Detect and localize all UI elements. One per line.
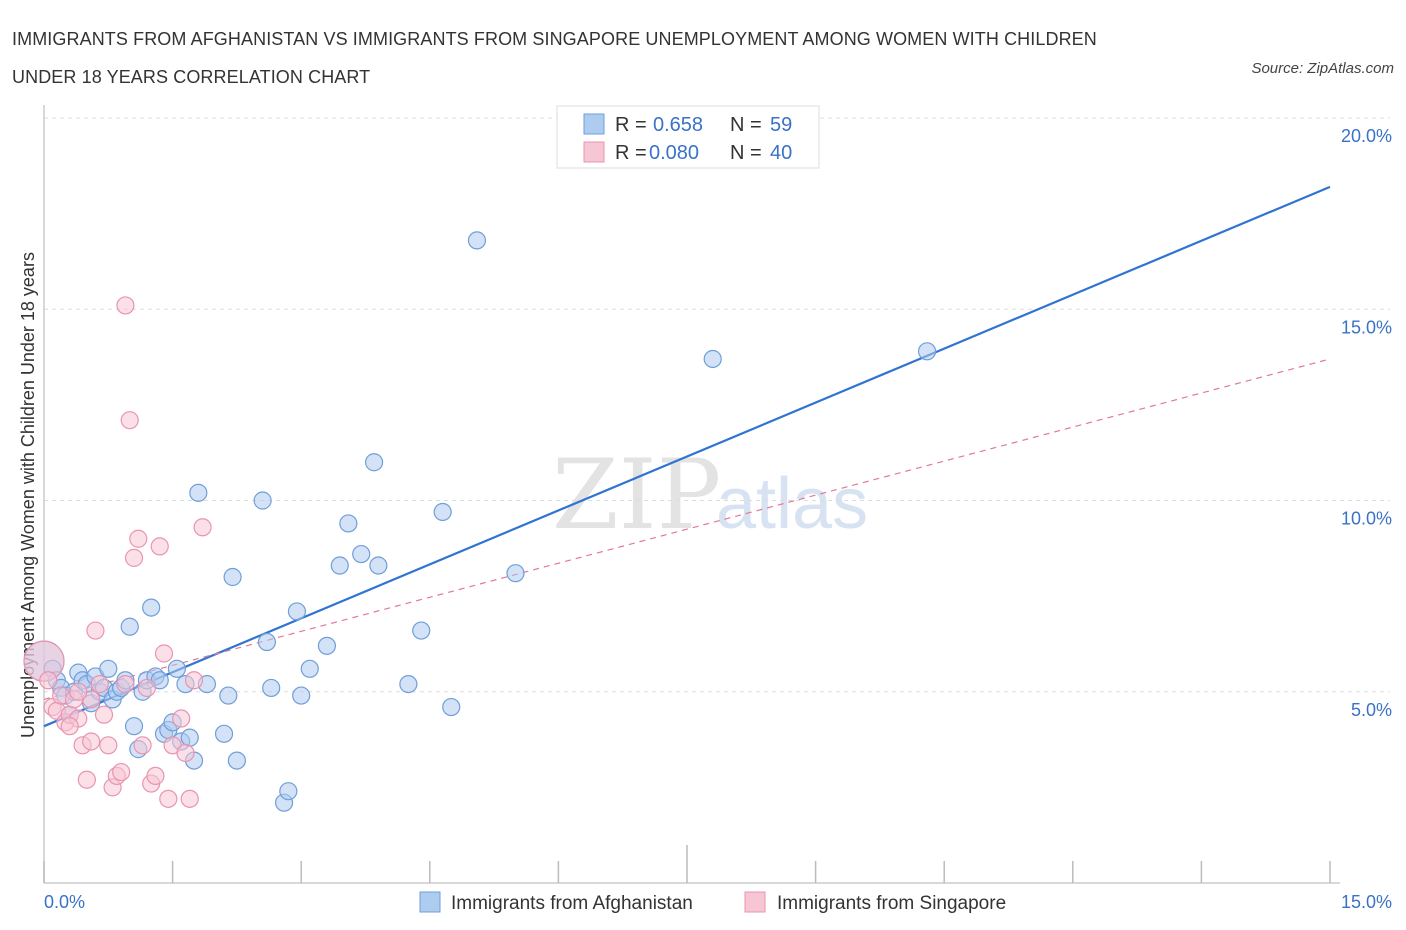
series-legend-label-singapore: Immigrants from Singapore [777, 893, 1006, 914]
point-singapore-34 [184, 671, 204, 690]
y-tick-label-1: 10.0% [1341, 509, 1392, 529]
legend-r-label-1: R = [615, 114, 647, 136]
point-singapore-24 [137, 678, 156, 698]
y-tick-labels: 5.0% 10.0% 15.0% 20.0% [1341, 126, 1392, 720]
point-singapore-39 [116, 674, 135, 694]
point-singapore-23 [133, 736, 152, 755]
point-singapore-13 [90, 674, 109, 694]
y-tick-label-3: 20.0% [1341, 126, 1392, 146]
point-afghanistan-62 [917, 342, 937, 361]
point-afghanistan-40 [227, 751, 246, 770]
point-afghanistan-56 [412, 621, 431, 640]
y-tick-label-2: 15.0% [1341, 317, 1392, 337]
point-afghanistan-33 [180, 728, 199, 747]
axes [43, 105, 1340, 884]
series-legend-swatch-singapore [744, 891, 766, 913]
point-afghanistan-47 [292, 686, 311, 705]
point-singapore-38 [60, 717, 79, 736]
point-singapore-29 [159, 789, 178, 808]
trend-line-afghanistan [43, 185, 1331, 728]
legend-n-label-1: N = [730, 114, 762, 136]
point-singapore-27 [150, 537, 169, 556]
point-afghanistan-25 [142, 598, 161, 617]
legend-n-label-2: N = [730, 142, 762, 164]
legend-n-value-2: 40 [770, 142, 792, 164]
point-afghanistan-52 [352, 544, 371, 564]
data-points [23, 231, 937, 812]
point-afghanistan-53 [364, 453, 384, 472]
point-afghanistan-41 [253, 491, 272, 510]
legend-r-value-2: 0.080 [649, 142, 699, 164]
watermark: ZIP atlas [552, 439, 868, 551]
grid-lines [44, 117, 1390, 693]
watermark-atlas: atlas [716, 464, 868, 544]
point-afghanistan-49 [317, 636, 337, 655]
series-legend-label-afghanistan: Immigrants from Afghanistan [451, 893, 693, 914]
point-afghanistan-39 [223, 567, 242, 587]
stats-legend: R = 0.658 N = 59 R = 0.080 N = 40 [556, 105, 820, 169]
point-singapore-21 [124, 548, 144, 567]
point-singapore-11 [82, 732, 101, 751]
point-singapore-19 [116, 296, 135, 315]
source-label: Source: ZipAtlas.com [1251, 60, 1394, 77]
point-afghanistan-60 [506, 564, 525, 583]
point-afghanistan-42 [257, 632, 277, 652]
watermark-zip: ZIP [552, 439, 721, 551]
x-tick-label-min: 0.0% [44, 892, 85, 912]
point-singapore-14 [94, 705, 114, 724]
point-afghanistan-58 [442, 697, 461, 717]
point-afghanistan-30 [167, 659, 186, 678]
point-singapore-26 [146, 766, 165, 786]
point-afghanistan-48 [300, 659, 319, 678]
x-tick-marks [43, 845, 1331, 883]
y-axis-label: Unemployment Among Women with Children U… [18, 252, 38, 738]
legend-swatch-afghanistan [583, 113, 605, 135]
point-singapore-37 [69, 682, 88, 701]
point-singapore-15 [99, 736, 118, 755]
point-singapore-28 [154, 644, 174, 663]
point-singapore-33 [180, 789, 199, 808]
point-singapore-35 [193, 518, 212, 537]
point-afghanistan-38 [219, 686, 238, 705]
chart-title: IMMIGRANTS FROM AFGHANISTAN VS IMMIGRANT… [12, 20, 1212, 96]
point-singapore-1 [39, 671, 58, 690]
point-singapore-10 [77, 770, 96, 789]
point-afghanistan-20 [124, 717, 144, 736]
trend-line-singapore [43, 358, 1331, 700]
point-afghanistan-19 [120, 617, 139, 636]
point-singapore-12 [86, 621, 105, 640]
point-afghanistan-14 [99, 659, 118, 678]
legend-n-value-1: 59 [770, 114, 792, 136]
point-afghanistan-55 [399, 674, 418, 694]
point-afghanistan-51 [339, 514, 358, 533]
legend-r-value-1: 0.658 [653, 114, 703, 136]
point-afghanistan-54 [369, 556, 388, 575]
point-afghanistan-45 [279, 782, 298, 801]
point-afghanistan-37 [214, 724, 234, 743]
point-afghanistan-46 [287, 602, 307, 621]
point-singapore-22 [129, 529, 148, 548]
series-legend-swatch-afghanistan [419, 891, 441, 913]
legend-r-label-2: R = [615, 142, 647, 164]
trend-lines [43, 185, 1331, 728]
point-afghanistan-61 [703, 349, 722, 369]
point-singapore-31 [172, 709, 191, 728]
x-tick-label-max: 15.0% [1341, 892, 1392, 912]
point-singapore-18 [112, 762, 131, 782]
point-afghanistan-43 [262, 678, 281, 698]
legend-swatch-singapore [583, 141, 605, 163]
point-singapore-32 [176, 743, 195, 763]
point-afghanistan-35 [189, 483, 208, 502]
point-afghanistan-50 [330, 556, 349, 575]
point-afghanistan-59 [467, 231, 487, 250]
point-afghanistan-57 [433, 502, 452, 522]
series-legend: Immigrants from Afghanistan Immigrants f… [419, 891, 1006, 914]
chart-title-line-2: UNDER 18 YEARS CORRELATION CHART [12, 67, 371, 87]
y-tick-label-0: 5.0% [1351, 700, 1392, 720]
point-singapore-20 [120, 411, 139, 430]
chart-title-line-1: IMMIGRANTS FROM AFGHANISTAN VS IMMIGRANT… [12, 29, 1097, 49]
